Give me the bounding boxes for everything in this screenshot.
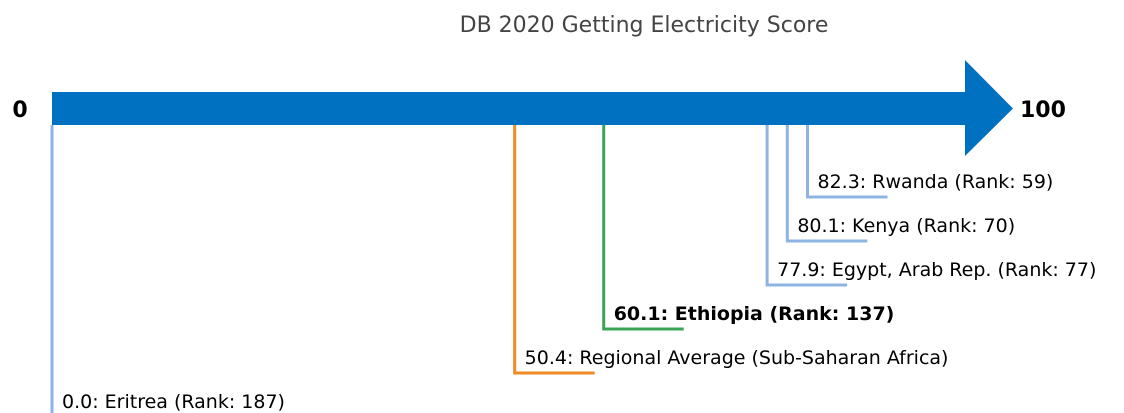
marker-leader-line bbox=[50, 125, 54, 413]
marker-leader-line bbox=[513, 125, 595, 375]
score-scale-arrow bbox=[52, 60, 1013, 156]
marker-label: 0.0: Eritrea (Rank: 187) bbox=[62, 391, 285, 413]
scale-max-label: 100 bbox=[1020, 98, 1066, 123]
marker-label: 77.9: Egypt, Arab Rep. (Rank: 77) bbox=[777, 259, 1096, 281]
chart-title: DB 2020 Getting Electricity Score bbox=[460, 13, 829, 38]
marker-leader-line bbox=[602, 125, 684, 331]
marker-leader-line bbox=[765, 125, 848, 287]
marker-leader-line bbox=[785, 125, 868, 243]
marker-label: 50.4: Regional Average (Sub-Saharan Afri… bbox=[525, 347, 949, 369]
scale-min-label: 0 bbox=[12, 98, 27, 123]
marker-label: 60.1: Ethiopia (Rank: 137) bbox=[614, 303, 895, 325]
marker-label: 80.1: Kenya (Rank: 70) bbox=[797, 215, 1015, 237]
score-markers: 82.3: Rwanda (Rank: 59) 80.1: Kenya (Rank… bbox=[50, 125, 1096, 413]
marker-leader-line bbox=[806, 125, 888, 199]
marker-label: 82.3: Rwanda (Rank: 59) bbox=[818, 171, 1054, 193]
